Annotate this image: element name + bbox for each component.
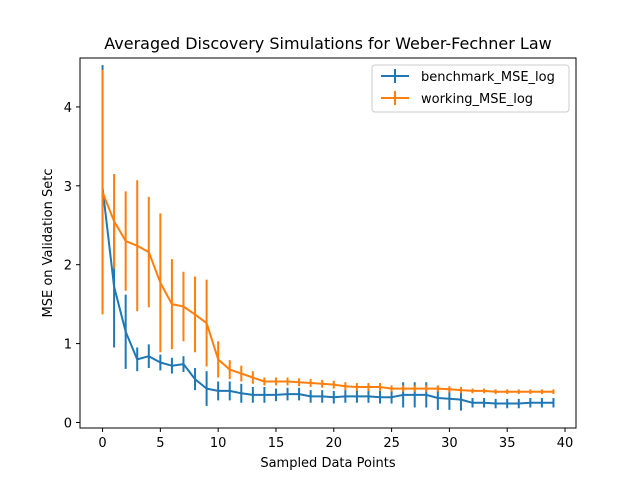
legend-entry-working: working_MSE_log [381, 91, 533, 107]
chart-title: Averaged Discovery Simulations for Weber… [104, 34, 551, 53]
axis-ticks: 0 5 10 15 20 25 30 35 40 0 1 2 3 4 [64, 101, 574, 451]
plot-area [101, 65, 555, 411]
x-tick-label: 25 [383, 436, 400, 451]
plot-frame [79, 57, 577, 429]
y-tick-label: 0 [64, 416, 72, 431]
y-tick-label: 1 [64, 338, 72, 353]
y-tick-label: 4 [64, 101, 72, 116]
x-tick-label: 15 [268, 436, 285, 451]
x-tick-label: 35 [499, 436, 516, 451]
x-tick-label: 40 [557, 436, 574, 451]
legend: benchmark_MSE_log working_MSE_log [371, 64, 570, 113]
series-line-working_MSE_log [101, 191, 554, 393]
y-tick-label: 3 [64, 180, 72, 195]
series-line-benchmark_MSE_log [101, 187, 554, 405]
series-working_MSE_log [101, 69, 555, 395]
x-tick-label: 30 [441, 436, 458, 451]
legend-label-benchmark: benchmark_MSE_log [421, 70, 555, 85]
x-tick-label: 5 [156, 436, 164, 451]
legend-box [371, 64, 570, 113]
x-tick-label: 20 [326, 436, 343, 451]
y-tick-label: 2 [64, 259, 72, 274]
legend-label-working: working_MSE_log [421, 92, 533, 107]
x-tick-label: 10 [210, 436, 227, 451]
x-tick-label: 0 [98, 436, 106, 451]
legend-entry-benchmark: benchmark_MSE_log [381, 69, 555, 85]
y-axis-label: MSE on Validation Setc [41, 169, 56, 318]
x-axis-label: Sampled Data Points [260, 456, 396, 471]
